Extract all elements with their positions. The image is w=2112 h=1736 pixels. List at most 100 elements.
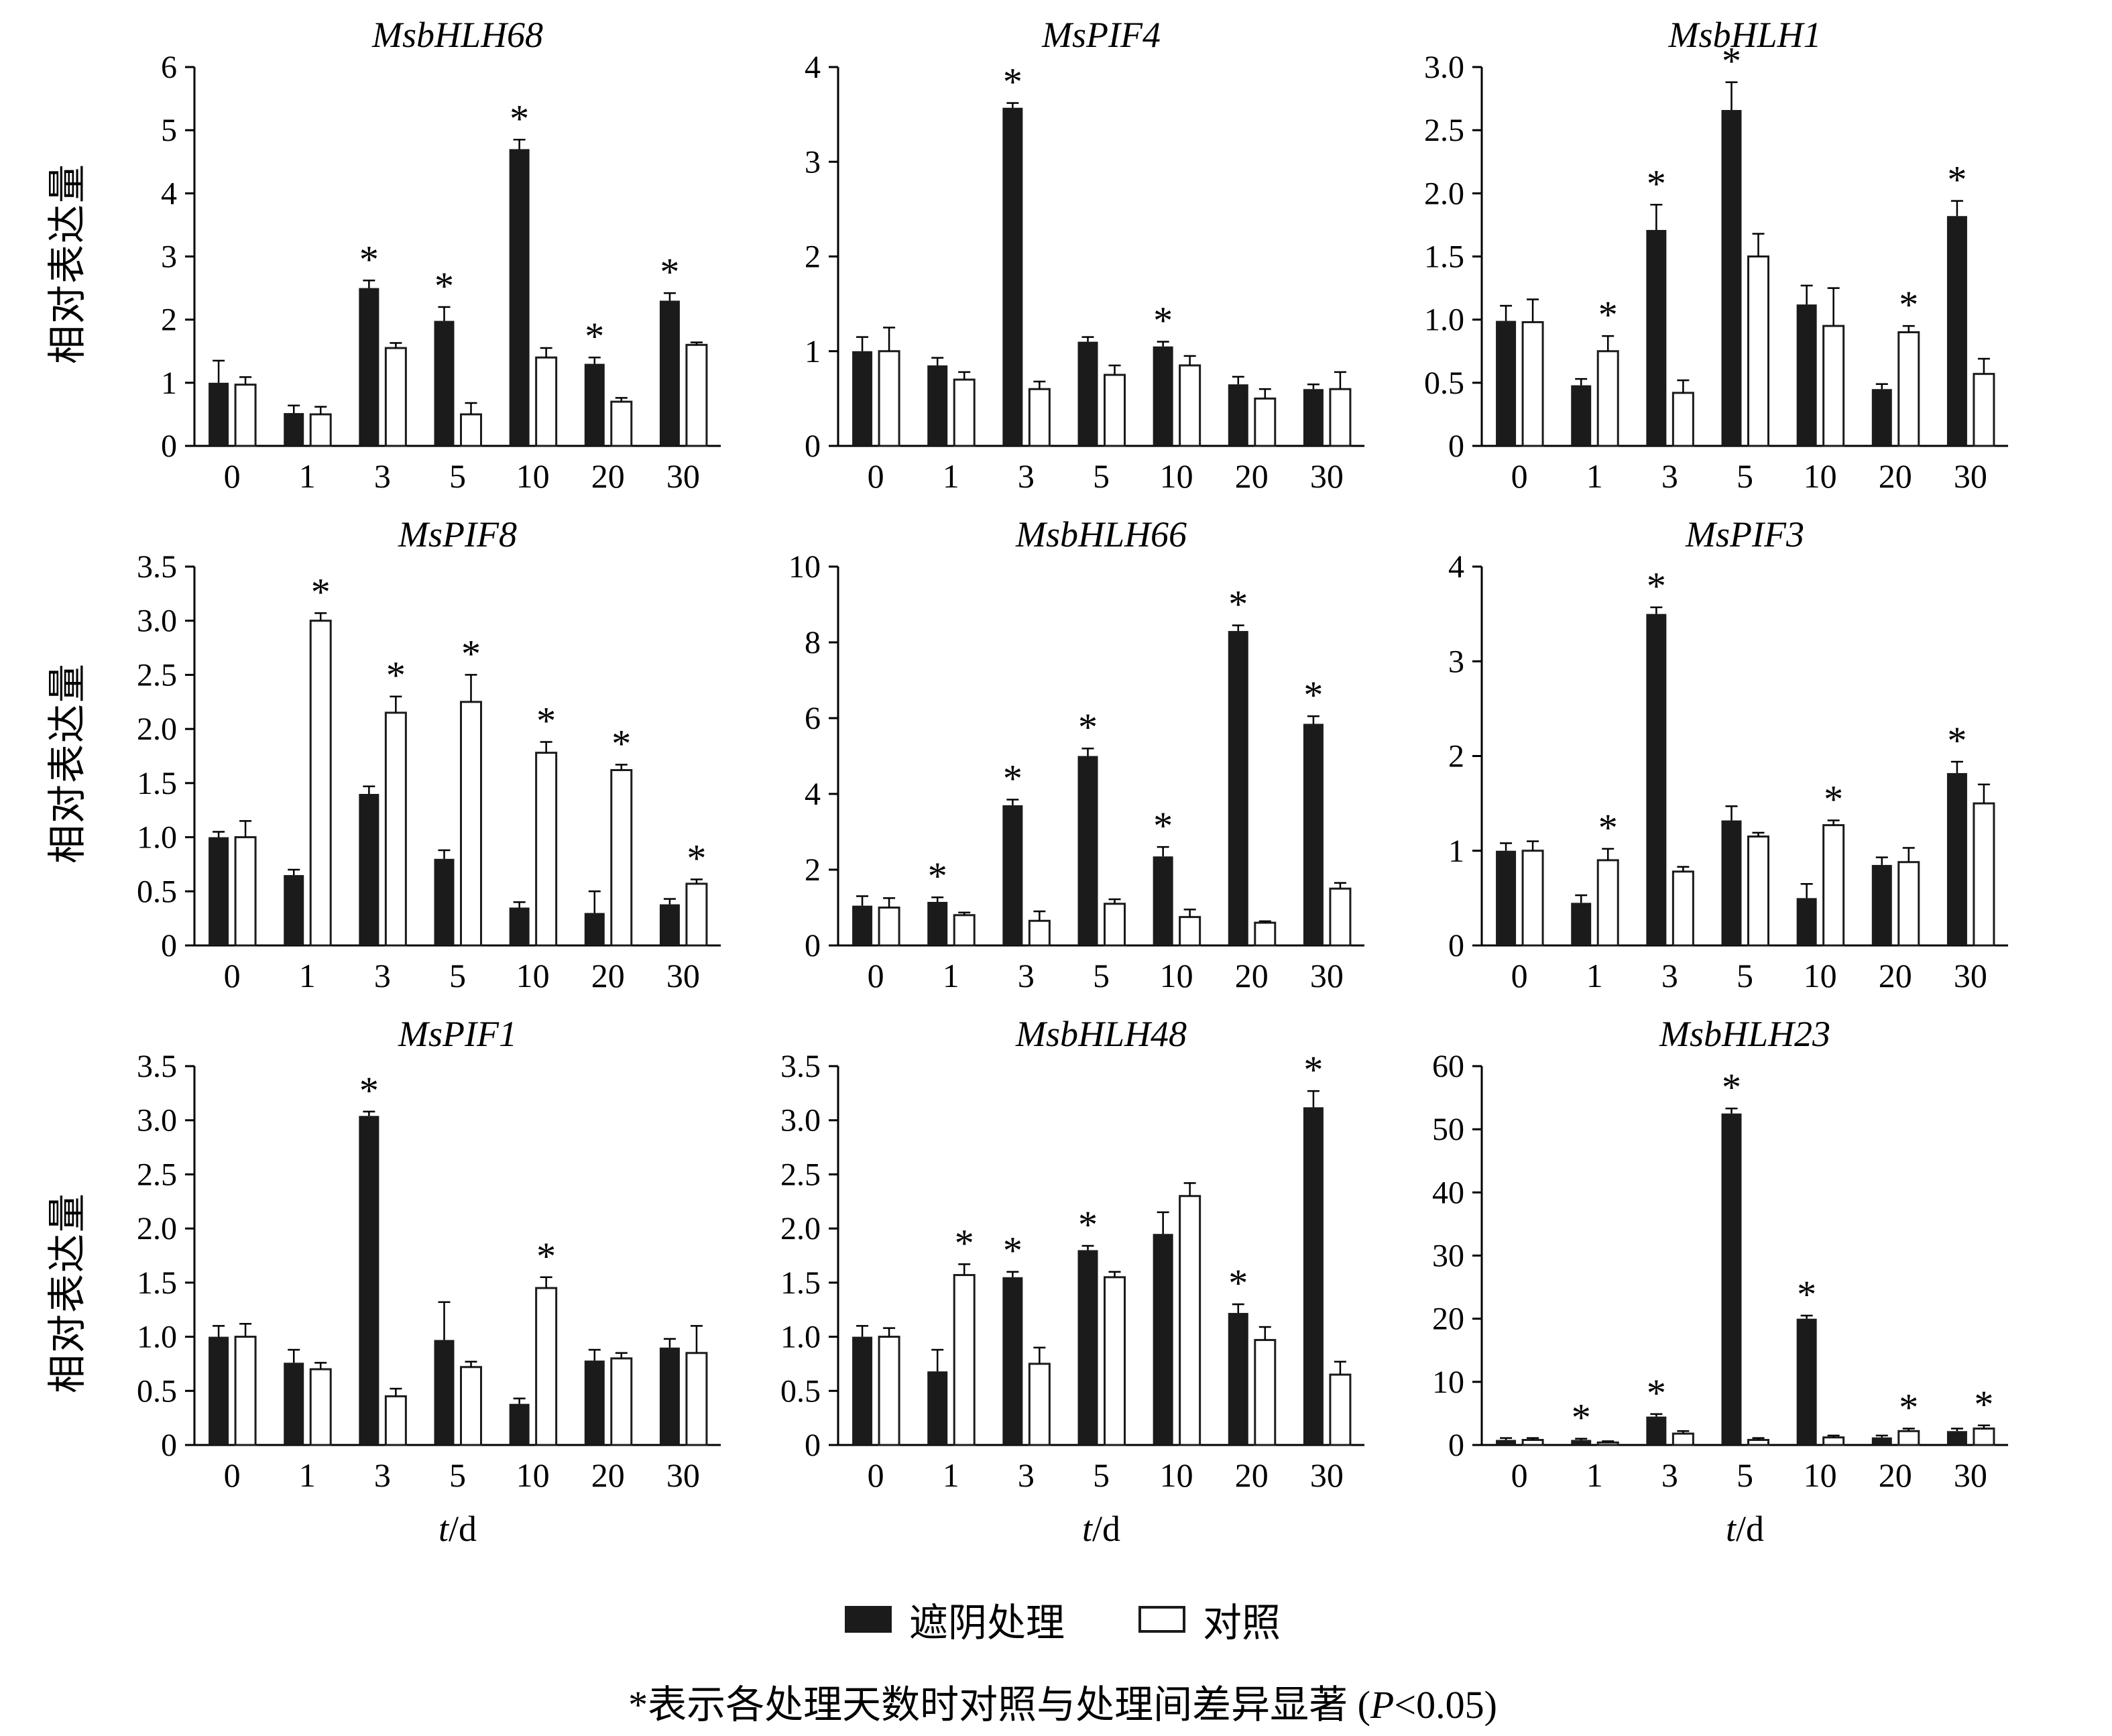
legend-item-control: 对照: [1138, 1591, 1281, 1647]
svg-text:3.0: 3.0: [137, 1103, 177, 1139]
svg-text:20: 20: [1235, 957, 1269, 994]
svg-text:*: *: [585, 314, 604, 358]
svg-text:2: 2: [805, 239, 821, 275]
svg-text:5: 5: [1737, 957, 1753, 994]
svg-text:10: 10: [1160, 957, 1193, 994]
svg-text:3.0: 3.0: [137, 603, 177, 639]
svg-text:4: 4: [805, 776, 821, 812]
bar-chart: MsbHLH48 0 0.5 1.0 1.5 2.0 2.5 3.0 3.5 0 * 1 * 3 * 5 10 *…: [738, 1012, 1381, 1572]
svg-text:*: *: [1947, 158, 1967, 202]
svg-text:*: *: [536, 1234, 556, 1278]
svg-text:0: 0: [805, 428, 821, 464]
svg-text:*: *: [1598, 293, 1618, 337]
open-square-icon: [1138, 1606, 1185, 1633]
svg-text:1.5: 1.5: [780, 1265, 821, 1301]
svg-text:*: *: [1228, 583, 1248, 626]
svg-text:1: 1: [299, 957, 316, 994]
legend-item-shade: 遮阴处理: [844, 1591, 1065, 1647]
svg-text:10: 10: [1160, 1456, 1193, 1494]
y-axis-label-cell: 相对表达量: [34, 13, 94, 513]
svg-text:10: 10: [516, 957, 550, 994]
legend-label-shade: 遮阴处理: [908, 1601, 1065, 1645]
svg-text:1: 1: [805, 334, 821, 369]
svg-text:*: *: [510, 97, 529, 140]
svg-text:8: 8: [805, 625, 821, 660]
svg-text:MsPIF8: MsPIF8: [398, 514, 517, 555]
svg-text:MsbHLH23: MsbHLH23: [1659, 1014, 1830, 1054]
svg-text:20: 20: [591, 457, 625, 495]
svg-text:2.5: 2.5: [1424, 113, 1464, 148]
svg-text:2.0: 2.0: [137, 1211, 177, 1247]
bar-chart: MsbHLH1 0 0.5 1.0 1.5 2.0 2.5 3.0 0 * 1 * 3 * 5 10 * 20 * 3…: [1381, 13, 2025, 513]
bar-chart: MsbHLH23 0 10 20 30 40 50 60 0 * 1 * 3 * 5 * 10 * 20 * 30 t/d: [1381, 1012, 2025, 1572]
svg-text:*: *: [386, 654, 406, 697]
significance-note: *表示各处理天数时对照与处理间差异显著 (P<0.05): [34, 1673, 2092, 1729]
svg-text:3.0: 3.0: [780, 1103, 821, 1139]
svg-text:30: 30: [1310, 957, 1344, 994]
svg-text:20: 20: [1879, 957, 1912, 994]
svg-text:2: 2: [161, 302, 177, 338]
svg-text:0: 0: [868, 457, 884, 495]
svg-text:*: *: [928, 854, 947, 898]
svg-text:0: 0: [1511, 457, 1528, 495]
svg-text:5: 5: [449, 1456, 466, 1494]
svg-text:40: 40: [1432, 1175, 1464, 1210]
svg-text:20: 20: [1879, 457, 1912, 495]
svg-text:4: 4: [1448, 549, 1464, 585]
chart-row-1: 相对表达量 MsbHLH68 0 1 2 3 4 5 6 0 1 * 3 * 5 * 10 * 20 * 30 MsP…: [34, 13, 2092, 513]
svg-text:10: 10: [516, 457, 550, 495]
svg-text:5: 5: [1737, 457, 1753, 495]
svg-text:30: 30: [1432, 1238, 1464, 1274]
filled-square-icon: [844, 1606, 892, 1633]
svg-text:*: *: [1899, 283, 1918, 327]
svg-text:1.0: 1.0: [780, 1320, 821, 1355]
svg-text:3: 3: [1018, 957, 1035, 994]
svg-text:30: 30: [1954, 957, 1987, 994]
svg-text:*: *: [359, 237, 379, 281]
svg-text:1: 1: [1586, 957, 1603, 994]
chart-row-3: 相对表达量 MsPIF1 0 0.5 1.0 1.5 2.0 2.5 3.0 3.5 0 1 * 3 5 *…: [34, 1012, 2092, 1572]
svg-text:*: *: [536, 699, 556, 743]
svg-text:MsPIF1: MsPIF1: [398, 1014, 517, 1054]
svg-text:5: 5: [449, 957, 466, 994]
svg-text:0: 0: [1511, 1456, 1528, 1494]
svg-text:3: 3: [1448, 644, 1464, 679]
svg-text:3: 3: [1661, 957, 1678, 994]
svg-text:10: 10: [1432, 1365, 1464, 1400]
svg-text:*: *: [1899, 1386, 1918, 1430]
svg-text:3.5: 3.5: [137, 549, 177, 585]
svg-text:60: 60: [1432, 1049, 1464, 1084]
svg-text:3.5: 3.5: [780, 1049, 821, 1084]
svg-text:*: *: [1303, 1048, 1323, 1092]
svg-text:2.0: 2.0: [1424, 176, 1464, 211]
legend-label-control: 对照: [1203, 1601, 1281, 1645]
chart-row-2: 相对表达量 MsPIF8 0 0.5 1.0 1.5 2.0 2.5 3.0 3.5 0 * 1 * 3 *…: [34, 513, 2092, 1012]
svg-text:5: 5: [161, 113, 177, 148]
svg-text:1.0: 1.0: [1424, 302, 1464, 338]
svg-text:*: *: [1153, 299, 1173, 343]
svg-text:*: *: [1598, 806, 1618, 850]
svg-text:*: *: [359, 1069, 379, 1112]
svg-text:10: 10: [516, 1456, 550, 1494]
svg-text:0: 0: [868, 957, 884, 994]
svg-text:20: 20: [1235, 457, 1269, 495]
svg-text:*: *: [1722, 40, 1741, 83]
svg-text:1.5: 1.5: [137, 766, 177, 801]
svg-text:MsbHLH66: MsbHLH66: [1015, 514, 1187, 555]
svg-text:30: 30: [666, 1456, 700, 1494]
svg-text:*: *: [687, 837, 706, 880]
svg-text:*: *: [660, 250, 679, 294]
svg-text:*: *: [1003, 1229, 1022, 1273]
svg-text:1: 1: [299, 1456, 316, 1494]
svg-text:2.0: 2.0: [780, 1211, 821, 1247]
svg-text:30: 30: [666, 957, 700, 994]
svg-text:0: 0: [805, 1428, 821, 1463]
y-axis-label: 相对表达量: [46, 662, 90, 864]
svg-text:*: *: [1228, 1261, 1248, 1305]
svg-text:1: 1: [943, 957, 959, 994]
bar-chart: MsbHLH66 0 2 4 6 8 10 0 * 1 * 3 * 5 * 10 * 20 * 30: [738, 513, 1381, 1012]
svg-text:0.5: 0.5: [780, 1373, 821, 1409]
chart-grid: 相对表达量 MsbHLH68 0 1 2 3 4 5 6 0 1 * 3 * 5 * 10 * 20 * 30 MsP…: [34, 13, 2092, 1572]
svg-text:0.5: 0.5: [137, 1373, 177, 1409]
significance-note-text: *表示各处理天数时对照与处理间差异显著 (: [628, 1683, 1370, 1727]
